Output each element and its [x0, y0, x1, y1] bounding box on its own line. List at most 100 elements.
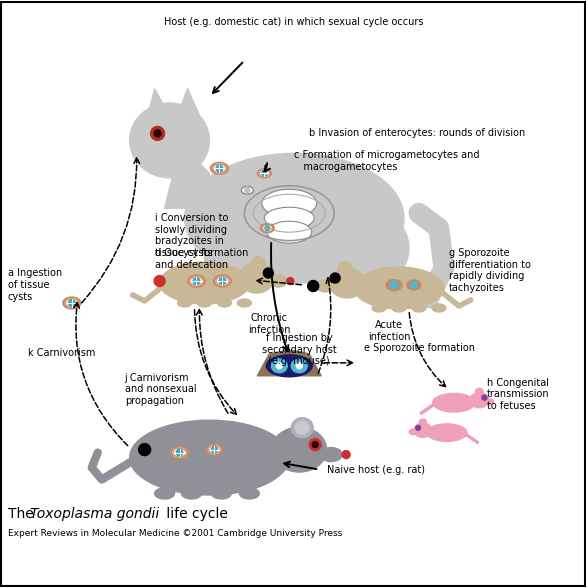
Circle shape — [310, 282, 317, 289]
Ellipse shape — [267, 221, 312, 243]
Text: Acute
infection: Acute infection — [368, 320, 410, 342]
Text: g Sporozoite
differentiation to
rapidly dividing
tachyzoites: g Sporozoite differentiation to rapidly … — [449, 248, 531, 293]
Ellipse shape — [211, 488, 231, 499]
Ellipse shape — [181, 488, 201, 499]
Text: b Invasion of enterocytes: rounds of division: b Invasion of enterocytes: rounds of div… — [309, 128, 525, 138]
Text: Host (e.g. domestic cat) in which sexual cycle occurs: Host (e.g. domestic cat) in which sexual… — [164, 16, 424, 26]
Ellipse shape — [177, 299, 191, 307]
Ellipse shape — [264, 226, 271, 230]
Circle shape — [482, 395, 487, 400]
Ellipse shape — [414, 423, 431, 437]
Ellipse shape — [171, 447, 188, 459]
Circle shape — [176, 449, 183, 456]
Ellipse shape — [259, 170, 269, 176]
Ellipse shape — [190, 277, 203, 285]
Circle shape — [193, 278, 200, 285]
Ellipse shape — [407, 280, 421, 290]
Ellipse shape — [295, 421, 309, 434]
Ellipse shape — [217, 299, 231, 307]
Ellipse shape — [251, 256, 265, 269]
Ellipse shape — [241, 186, 254, 194]
Ellipse shape — [470, 393, 488, 408]
Text: e Sporozoite formation: e Sporozoite formation — [364, 343, 475, 353]
Text: j Carnivorism
and nonsexual
propagation: j Carnivorism and nonsexual propagation — [124, 373, 196, 406]
Ellipse shape — [197, 299, 211, 307]
Ellipse shape — [160, 262, 249, 304]
Circle shape — [287, 278, 294, 285]
Ellipse shape — [291, 417, 313, 437]
Text: Naive host (e.g. rat): Naive host (e.g. rat) — [327, 465, 425, 475]
Circle shape — [390, 281, 398, 289]
Text: k Carnivorism: k Carnivorism — [28, 348, 95, 358]
Circle shape — [296, 363, 302, 369]
Polygon shape — [257, 350, 321, 376]
Polygon shape — [289, 258, 329, 283]
Circle shape — [309, 439, 321, 450]
Ellipse shape — [201, 260, 224, 272]
Ellipse shape — [320, 447, 342, 462]
Ellipse shape — [237, 299, 251, 307]
Circle shape — [219, 278, 226, 285]
Circle shape — [216, 165, 223, 172]
Circle shape — [312, 442, 318, 447]
Ellipse shape — [264, 207, 314, 229]
Circle shape — [342, 450, 350, 459]
Ellipse shape — [432, 304, 446, 312]
Ellipse shape — [386, 279, 402, 290]
Ellipse shape — [291, 359, 307, 373]
Ellipse shape — [207, 444, 222, 455]
Ellipse shape — [271, 359, 287, 373]
Ellipse shape — [272, 427, 327, 472]
Polygon shape — [164, 158, 210, 208]
Bar — [230, 213, 245, 268]
Ellipse shape — [227, 260, 248, 272]
Ellipse shape — [409, 429, 417, 435]
Text: Expert Reviews in Molecular Medicine ©2001 Cambridge University Press: Expert Reviews in Molecular Medicine ©20… — [8, 529, 342, 539]
Ellipse shape — [238, 263, 274, 293]
Ellipse shape — [214, 275, 231, 287]
Text: f Ingestion by
secondary host
(e.g. mouse): f Ingestion by secondary host (e.g. mous… — [262, 333, 336, 366]
Ellipse shape — [184, 153, 404, 283]
Ellipse shape — [216, 277, 229, 285]
Text: Toxoplasma gondii: Toxoplasma gondii — [30, 507, 159, 522]
Ellipse shape — [485, 399, 494, 405]
Ellipse shape — [257, 169, 271, 178]
Text: The: The — [8, 507, 38, 522]
Circle shape — [211, 446, 218, 453]
Ellipse shape — [419, 419, 427, 426]
Circle shape — [154, 130, 161, 137]
Ellipse shape — [338, 262, 352, 275]
Circle shape — [69, 300, 75, 306]
Ellipse shape — [245, 187, 250, 194]
Ellipse shape — [173, 448, 186, 457]
Ellipse shape — [239, 488, 259, 499]
Bar — [204, 213, 221, 268]
Text: i Conversion to
slowly dividing
bradyzoites in
tissue cysts: i Conversion to slowly dividing bradyzoi… — [154, 213, 228, 258]
Ellipse shape — [475, 388, 483, 395]
Text: c Formation of microgametocytes and
   macrogametocytes: c Formation of microgametocytes and macr… — [294, 151, 480, 172]
Ellipse shape — [134, 141, 161, 161]
Ellipse shape — [316, 280, 334, 292]
Circle shape — [308, 280, 319, 292]
Ellipse shape — [154, 488, 174, 499]
Text: life cycle: life cycle — [161, 507, 228, 522]
Circle shape — [154, 276, 165, 286]
Ellipse shape — [262, 189, 317, 217]
Ellipse shape — [427, 424, 467, 442]
Circle shape — [416, 426, 420, 430]
Ellipse shape — [130, 103, 210, 178]
Ellipse shape — [130, 420, 289, 495]
Ellipse shape — [261, 223, 274, 233]
Ellipse shape — [211, 162, 228, 174]
Circle shape — [410, 282, 417, 289]
Ellipse shape — [392, 304, 406, 312]
Ellipse shape — [299, 203, 409, 293]
Ellipse shape — [269, 275, 287, 287]
Circle shape — [265, 226, 270, 230]
Text: Chronic
infection: Chronic infection — [248, 313, 291, 335]
Ellipse shape — [63, 297, 81, 309]
Text: d Oocyst formation
and defecation: d Oocyst formation and defecation — [154, 248, 248, 270]
Text: a Ingestion
of tissue
cysts: a Ingestion of tissue cysts — [8, 269, 62, 302]
Circle shape — [262, 171, 267, 176]
Circle shape — [330, 273, 340, 283]
